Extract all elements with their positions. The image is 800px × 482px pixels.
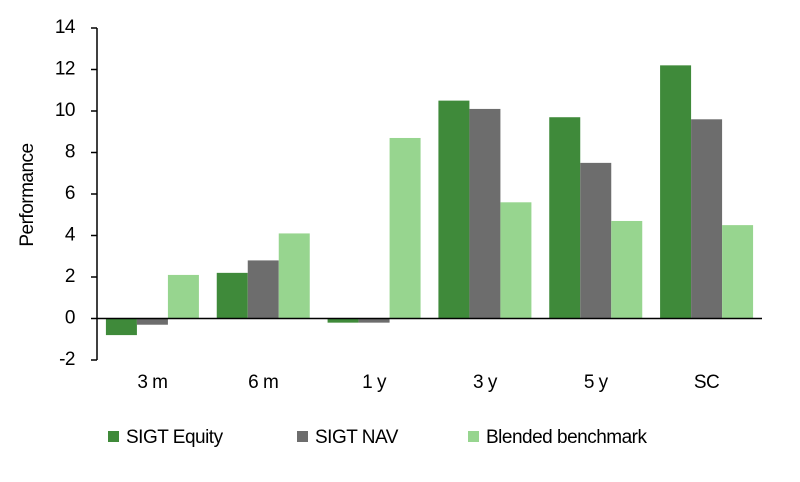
x-tick-label: 3 y [473, 372, 498, 393]
bar [691, 119, 723, 319]
bar [327, 318, 359, 323]
bar [358, 318, 390, 323]
legend-swatch [108, 431, 119, 442]
y-tick-label: 10 [55, 100, 75, 121]
legend-label: Blended benchmark [486, 427, 647, 448]
bar [278, 233, 310, 319]
x-tick-label: 6 m [248, 372, 278, 393]
bar [247, 260, 279, 319]
legend-swatch [468, 431, 479, 442]
bar [136, 318, 168, 325]
x-tick-label: 3 m [137, 372, 167, 393]
bar [549, 117, 581, 319]
y-tick-label: -2 [59, 349, 75, 370]
bar [389, 137, 421, 319]
bar [722, 225, 754, 319]
bar [216, 272, 248, 319]
x-tick-label: 1 y [362, 372, 387, 393]
bar [500, 202, 532, 319]
y-axis-label: Performance [17, 143, 38, 246]
legend-swatch [297, 431, 308, 442]
y-tick-label: 8 [65, 142, 75, 163]
bar [611, 220, 643, 319]
y-tick-label: 14 [55, 17, 76, 38]
legend-label: SIGT Equity [126, 427, 224, 448]
x-tick-label: SC [694, 372, 719, 393]
bar [469, 108, 501, 319]
y-tick-label: 4 [65, 225, 76, 246]
y-tick-label: 6 [65, 183, 75, 204]
bar [580, 162, 612, 319]
y-tick-label: 0 [65, 308, 75, 329]
y-tick-label: 2 [65, 266, 75, 287]
y-tick-label: 12 [55, 59, 75, 80]
legend-label: SIGT NAV [315, 427, 399, 448]
bar [660, 65, 692, 319]
bar [167, 274, 199, 319]
bar [438, 100, 470, 319]
x-tick-label: 5 y [584, 372, 609, 393]
bar [105, 318, 137, 336]
